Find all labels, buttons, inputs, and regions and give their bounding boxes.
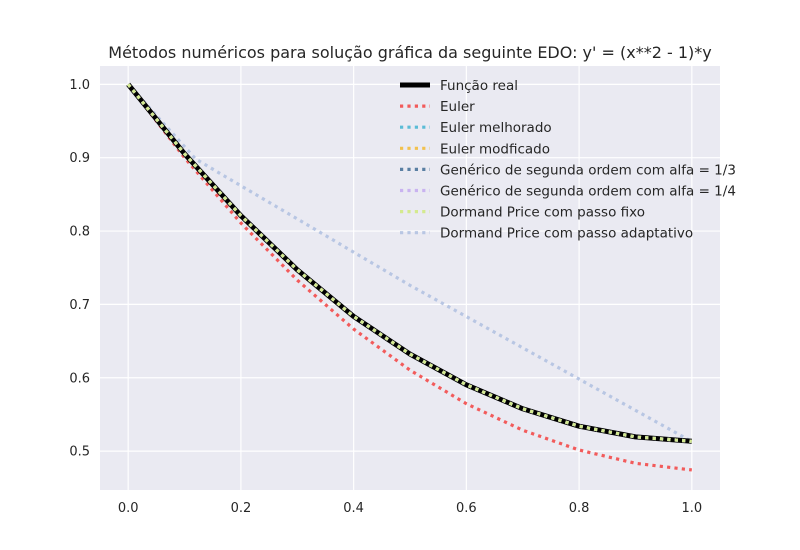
legend-label-1: Euler <box>440 99 475 115</box>
grid <box>100 66 720 490</box>
y-tick-label: 0.9 <box>69 151 90 166</box>
x-tick-label: 1.0 <box>681 501 702 516</box>
legend-label-2: Euler melhorado <box>440 120 552 136</box>
y-tick-label: 0.7 <box>69 298 90 313</box>
y-tick-label: 0.6 <box>69 371 90 386</box>
y-tick-label: 0.8 <box>69 225 90 240</box>
legend-label-4: Genérico de segunda ordem com alfa = 1/3 <box>440 162 736 178</box>
legend-label-0: Função real <box>440 78 518 94</box>
x-tick-label: 0.0 <box>118 501 139 516</box>
tick-labels: 0.0 0.2 0.4 0.6 0.8 1.0 0.5 0.6 0.7 0.8 0.9 1.0 <box>69 78 702 516</box>
legend: Função real Euler Euler melhorado Euler mod… <box>400 78 736 242</box>
x-tick-label: 0.2 <box>231 501 252 516</box>
y-tick-label: 0.5 <box>69 445 90 460</box>
y-tick-label: 1.0 <box>69 78 90 93</box>
series-line-7 <box>126 83 693 443</box>
chart-title: Métodos numéricos para solução gráfica d… <box>108 43 711 62</box>
x-tick-label: 0.4 <box>343 501 364 516</box>
legend-label-6: Dormand Price com passo fixo <box>440 205 645 221</box>
plot-area <box>100 66 720 490</box>
x-tick-label: 0.8 <box>569 501 590 516</box>
series-lines <box>126 82 693 472</box>
x-tick-label: 0.6 <box>456 501 477 516</box>
legend-label-3: Euler modficado <box>440 141 550 157</box>
legend-label-5: Genérico de segunda ordem com alfa = 1/4 <box>440 184 736 200</box>
series-line-6 <box>126 83 692 443</box>
series-line-1 <box>126 83 693 472</box>
legend-label-7: Dormand Price com passo adaptativo <box>440 226 693 242</box>
